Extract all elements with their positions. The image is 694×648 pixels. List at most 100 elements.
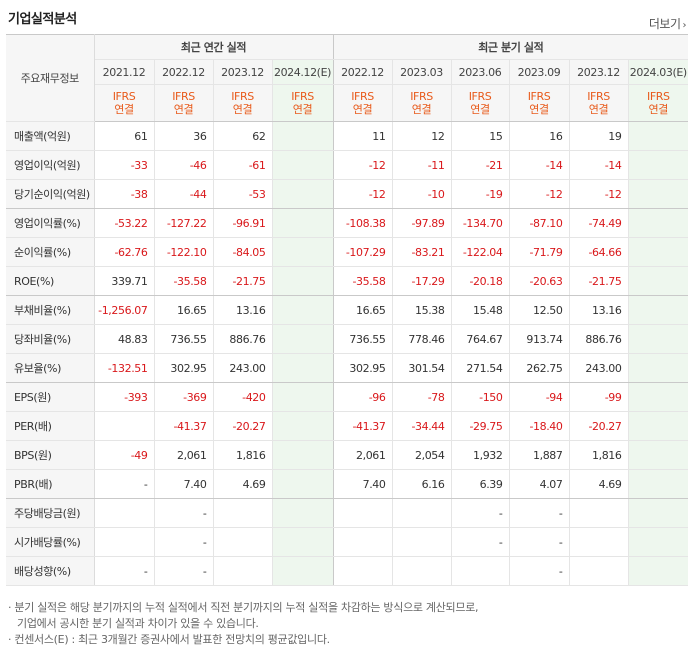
table-cell (94, 527, 154, 557)
table-cell: - (94, 469, 154, 499)
table-cell: -134.70 (450, 208, 509, 238)
table-cell: - (508, 556, 569, 586)
table-cell: 62 (212, 121, 272, 151)
table-cell: -38 (94, 179, 154, 209)
table-cell (627, 527, 689, 557)
table-cell (627, 121, 689, 151)
table-cell: 764.67 (450, 324, 509, 354)
ifrs-label: IFRS 연결 (627, 84, 689, 122)
table-row: 주당배당금(원) - - - (6, 498, 689, 528)
ifrs-top: IFRS (351, 90, 374, 103)
table-cell: -108.38 (332, 208, 392, 238)
table-cell: 4.69 (212, 469, 272, 499)
period-header: 2021.12 (94, 59, 154, 85)
table-row: 부채비율(%) -1,256.07 16.65 13.16 16.65 15.38 15.4… (6, 295, 689, 325)
table-cell: 12.50 (508, 295, 569, 325)
more-link[interactable]: 더보기 › (648, 15, 687, 32)
ifrs-top: IFRS (231, 90, 254, 103)
table-cell: 16 (508, 121, 569, 151)
ifrs-label: IFRS 연결 (450, 84, 509, 122)
footnotes: · 분기 실적은 해당 분기까지의 누적 실적에서 직전 분기까지의 누적 실적… (8, 600, 479, 648)
row-label: 당좌비율(%) (6, 324, 95, 354)
chevron-right-icon: › (682, 20, 687, 31)
table-cell: -20.18 (450, 266, 509, 296)
table-cell: 736.55 (332, 324, 392, 354)
section-title: 기업실적분석 (8, 12, 77, 27)
table-cell: -53.22 (94, 208, 154, 238)
table-cell: -41.37 (332, 411, 392, 441)
table-cell: 12 (391, 121, 451, 151)
period-header: 2022.12 (332, 59, 392, 85)
row-label: PBR(배) (6, 469, 95, 499)
table-cell (391, 556, 451, 586)
table-cell (627, 208, 689, 238)
table-cell (271, 556, 333, 586)
table-cell: -61 (212, 150, 272, 180)
table-cell: -150 (450, 382, 509, 412)
table-row: 영업이익률(%) -53.22 -127.22 -96.91 -108.38 -97.89… (6, 208, 689, 238)
table-row: 매출액(억원) 61 36 62 11 12 15 16 19 (6, 121, 689, 151)
table-cell (212, 498, 272, 528)
ifrs-label: IFRS 연결 (391, 84, 451, 122)
table-cell (332, 556, 392, 586)
table-cell: 736.55 (153, 324, 213, 354)
table-cell: 7.40 (153, 469, 213, 499)
table-cell: -33 (94, 150, 154, 180)
period-header: 2022.12 (153, 59, 213, 85)
table-cell (271, 324, 333, 354)
more-label: 더보기 (648, 17, 681, 31)
ifrs-bottom: 연결 (173, 103, 194, 116)
table-cell: -132.51 (94, 353, 154, 383)
row-label: PER(배) (6, 411, 95, 441)
ifrs-bottom: 연결 (648, 103, 669, 116)
ifrs-label: IFRS 연결 (332, 84, 392, 122)
table-cell (627, 469, 689, 499)
table-cell: 15.38 (391, 295, 451, 325)
table-cell: -41.37 (153, 411, 213, 441)
row-label: ROE(%) (6, 266, 95, 296)
table-cell: -107.29 (332, 237, 392, 267)
table-cell: 7.40 (332, 469, 392, 499)
table-cell: -83.21 (391, 237, 451, 267)
table-cell: -35.58 (153, 266, 213, 296)
table-cell: -14 (508, 150, 569, 180)
table-cell: -49 (94, 440, 154, 470)
ifrs-bottom: 연결 (232, 103, 253, 116)
annual-group-header: 최근 연간 실적 (94, 34, 333, 60)
table-cell: -12 (568, 179, 628, 209)
table-cell: -11 (391, 150, 451, 180)
table-cell (627, 237, 689, 267)
table-cell: - (450, 527, 509, 557)
row-label: 시가배당률(%) (6, 527, 95, 557)
table-cell: 61 (94, 121, 154, 151)
row-label: BPS(원) (6, 440, 95, 470)
row-label: 배당성향(%) (6, 556, 95, 586)
table-cell (332, 498, 392, 528)
table-cell: -21.75 (212, 266, 272, 296)
table-cell: 2,054 (391, 440, 451, 470)
table-cell (271, 208, 333, 238)
table-cell: -18.40 (508, 411, 569, 441)
table-cell (212, 556, 272, 586)
row-label: 영업이익(억원) (6, 150, 95, 180)
table-cell: 778.46 (391, 324, 451, 354)
table-cell: -20.27 (568, 411, 628, 441)
table-cell: -71.79 (508, 237, 569, 267)
table-cell: 13.16 (568, 295, 628, 325)
quarter-group-header: 최근 분기 실적 (332, 34, 689, 60)
table-cell (271, 527, 333, 557)
table-cell: -62.76 (94, 237, 154, 267)
table-row: 유보율(%) -132.51 302.95 243.00 302.95 301.54 271… (6, 353, 689, 383)
table-cell: 2,061 (332, 440, 392, 470)
table-row: EPS(원) -393 -369 -420 -96 -78 -150 -94 -99 (6, 382, 689, 412)
table-cell: -19 (450, 179, 509, 209)
table-cell: -20.27 (212, 411, 272, 441)
ifrs-top: IFRS (646, 90, 670, 103)
ifrs-label: IFRS 연결 (153, 84, 213, 122)
table-cell (450, 556, 509, 586)
ifrs-bottom: 연결 (470, 103, 490, 116)
table-cell: -35.58 (332, 266, 392, 296)
table-cell: 6.39 (450, 469, 509, 499)
table-cell: -14 (568, 150, 628, 180)
table-cell: 13.16 (212, 295, 272, 325)
